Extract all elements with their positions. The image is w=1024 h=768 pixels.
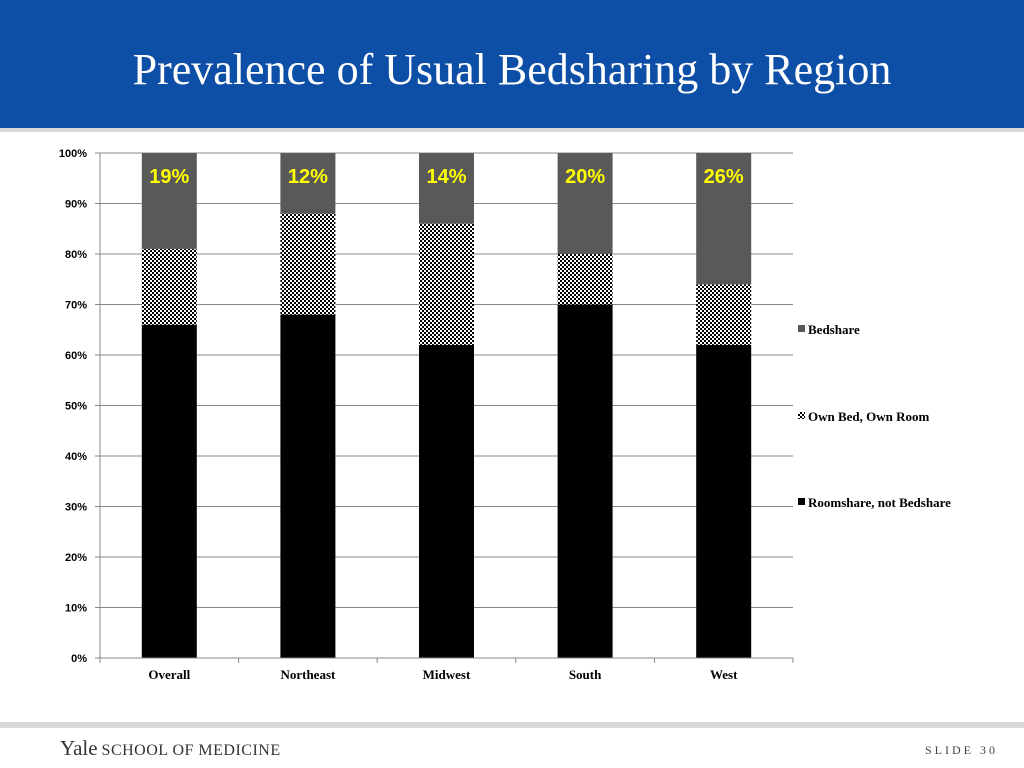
bedshare-value-label: 12%	[288, 166, 328, 188]
footer-divider	[0, 722, 1024, 728]
bedshare-value-label: 26%	[704, 166, 744, 188]
bar-segment-own-bed-own-room	[419, 223, 474, 345]
header-divider	[0, 128, 1024, 132]
y-tick-label: 20%	[65, 552, 87, 564]
y-tick-label: 30%	[65, 502, 87, 514]
bars	[141, 153, 752, 658]
stacked-bar-chart: 0% 10% 20% 30% 40% 50% 60% 70% 80% 90% 100% 19% Over…	[59, 148, 951, 682]
y-tick-label: 0%	[71, 653, 87, 665]
y-tick-label: 80%	[65, 249, 87, 261]
y-tick-label: 100%	[59, 148, 87, 160]
y-tick-label: 10%	[65, 603, 87, 615]
bar-segment-roomshare-not-bedshare	[557, 304, 613, 658]
legend-swatch	[798, 412, 805, 419]
bedshare-value-label: 19%	[149, 166, 189, 188]
legend-swatch	[798, 325, 805, 332]
legend-label: Roomshare, not Bedshare	[808, 495, 951, 510]
x-category-label: Northeast	[280, 667, 336, 682]
slide-number: SLIDE 30	[925, 743, 998, 757]
yale-school-of-medicine-logo: Yale SCHOOL OF MEDICINE	[60, 736, 281, 761]
y-tick-label: 50%	[65, 401, 87, 413]
legend-label: Bedshare	[808, 322, 860, 337]
legend-label: Own Bed, Own Room	[808, 409, 930, 424]
bedshare-value-label: 14%	[426, 166, 466, 188]
slide-title: Prevalence of Usual Bedsharing by Region	[132, 45, 892, 94]
y-tick-label: 90%	[65, 199, 87, 211]
bar-segment-bedshare	[557, 153, 613, 254]
y-tick-label: 70%	[65, 300, 87, 312]
bar-segment-roomshare-not-bedshare	[696, 344, 752, 658]
bar-segment-roomshare-not-bedshare	[280, 314, 336, 658]
bar-segment-bedshare	[141, 153, 197, 249]
bedshare-value-label: 20%	[565, 166, 605, 188]
logo-wordmark: Yale	[60, 736, 98, 760]
title-banner	[0, 0, 1024, 128]
axis-labels: 0% 10% 20% 30% 40% 50% 60% 70% 80% 90% 100% 19% Over…	[59, 148, 744, 682]
bar-segment-own-bed-own-room	[557, 254, 613, 305]
bar-segment-bedshare	[280, 153, 336, 214]
bar-segment-own-bed-own-room	[280, 213, 336, 315]
x-category-label: West	[710, 667, 738, 682]
bar-segment-own-bed-own-room	[696, 284, 752, 345]
y-tick-label: 60%	[65, 350, 87, 362]
bar-segment-roomshare-not-bedshare	[141, 324, 197, 658]
bar-segment-bedshare	[696, 153, 752, 285]
legend: Bedshare Own Bed, Own Room Roomshare, not …	[798, 322, 951, 510]
x-category-label: South	[569, 667, 602, 682]
x-category-label: Overall	[148, 667, 190, 682]
bar-segment-bedshare	[419, 153, 474, 224]
logo-school-name: SCHOOL OF MEDICINE	[101, 742, 281, 759]
axes	[95, 152, 794, 663]
legend-swatch	[798, 498, 805, 505]
bar-segment-own-bed-own-room	[141, 248, 197, 325]
x-category-label: Midwest	[423, 667, 471, 682]
y-tick-label: 40%	[65, 451, 87, 463]
bar-segment-roomshare-not-bedshare	[419, 344, 474, 658]
